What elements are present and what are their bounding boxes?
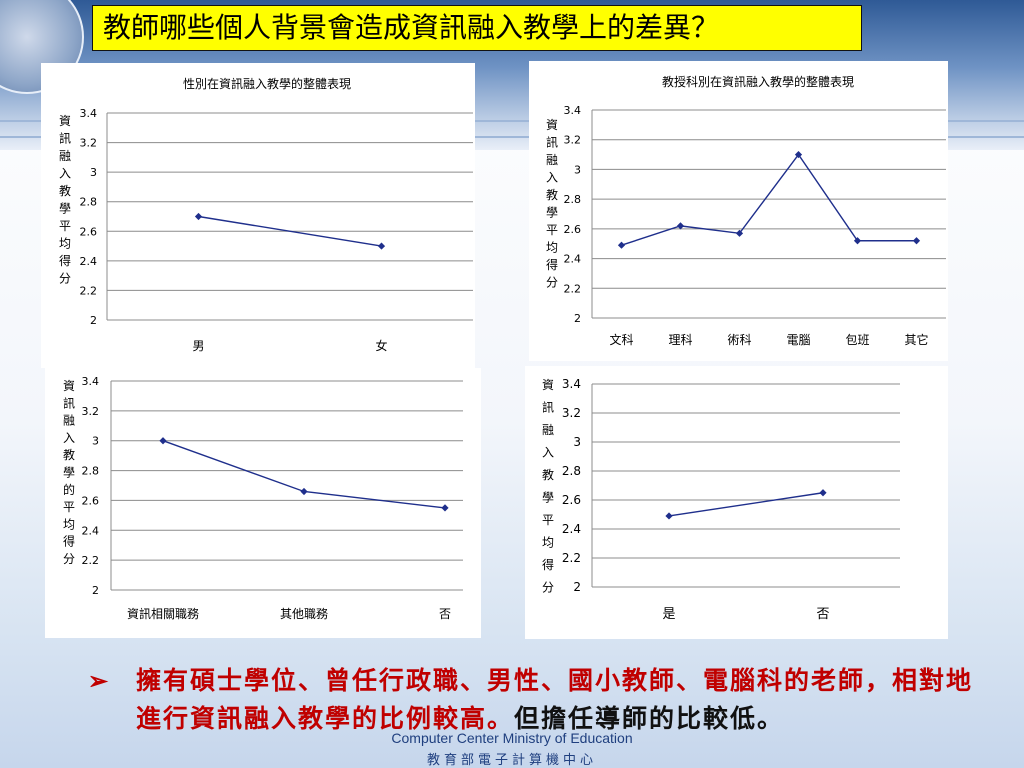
data-point [853,237,862,245]
y-tick-label: 3.4 [82,375,100,388]
chart-title: 性別在資訊融入教學的整體表現 [183,76,351,91]
y-tick-label: 3.2 [562,406,581,420]
bullet-text: 擁有碩士學位、曾任行政職、男性、國小教師、電腦科的老師，相對地進行資訊融入教學的… [92,662,982,738]
chart-gender: 3.4 3.2 3 2.8 2.6 2.4 2.2 2 性別在資訊融入教學的整體表現資訊融入教學… [41,63,475,368]
y-tick-label: 2.2 [82,554,100,567]
bullet-point: ➢ 擁有碩士學位、曾任行政職、男性、國小教師、電腦科的老師，相對地進行資訊融入教… [88,662,982,738]
x-category-label: 男 [192,339,204,353]
series-line [162,440,446,509]
bullet-text-red: 擁有碩士學位、曾任行政職、男性、國小教師、電腦科的老師，相對地進行資訊融入教學的… [136,666,974,733]
y-tick-label: 2.6 [562,493,581,507]
x-category-label: 女 [375,338,387,353]
data-point [912,237,921,245]
x-category-label: 是 [662,607,675,622]
y-tick-label: 3 [574,163,581,176]
chart-homeroom: 3.4 3.2 3 2.8 2.6 2.4 2.2 2 資訊融入教學平均得分是 否 [525,366,948,639]
y-tick-label: 2.6 [80,225,98,238]
header-divider-line [0,120,1024,122]
x-category-label: 否 [439,607,451,621]
y-tick-label: 3.2 [82,405,100,418]
y-tick-label: 2.6 [82,494,100,507]
y-axis-label: 資訊融入教學平均得分 [546,118,558,290]
arrow-bullet-icon: ➢ [88,666,111,695]
series-line [621,153,917,246]
y-tick-label: 3.4 [564,104,582,117]
data-point [735,229,744,237]
data-point [819,489,827,497]
y-tick-label: 2.2 [562,551,581,565]
y-tick-label: 3.2 [564,134,582,147]
data-point [377,242,386,250]
y-tick-label: 2.4 [562,522,581,536]
y-tick-label: 2.6 [564,223,582,236]
slide-title: 教師哪些個人背景會造成資訊融入教學上的差異？ [92,5,862,51]
x-category-label: 其他職務 [280,607,328,621]
y-tick-label: 3 [573,435,581,449]
series-line [198,215,382,247]
y-tick-label: 2 [574,312,581,325]
y-tick-label: 2.2 [564,282,582,295]
series-line [668,492,824,517]
y-tick-label: 3 [92,435,99,448]
y-tick-label: 2 [90,314,97,327]
y-tick-label: 2.4 [82,524,100,537]
footer-chinese: 教育部電子計算機中心 [426,752,597,767]
y-tick-label: 3.4 [80,107,98,120]
x-category-label: 理科 [668,333,692,347]
y-axis-label: 資訊融入教學平均得分 [542,378,554,595]
y-tick-label: 3.2 [80,137,98,150]
data-point [794,150,803,159]
data-point [441,504,449,512]
x-category-label: 電腦 [786,332,810,347]
y-tick-label: 2.8 [562,464,581,478]
chart-admin-role: 3.4 3.2 3 2.8 2.6 2.4 2.2 2 資訊融入教學的平均得分資訊相關職務 其他職… [45,368,481,638]
bullet-text-dark: 但擔任導師的比較低。 [514,704,785,733]
chart-title: 教授科別在資訊融入教學的整體表現 [662,74,854,89]
data-point [300,487,308,496]
x-category-label: 資訊相關職務 [127,606,199,621]
footer-english: Computer Center Ministry of Education [391,730,633,746]
chart-gender-svg: 3.4 3.2 3 2.8 2.6 2.4 2.2 2 性別在資訊融入教學的整體表現資訊融入教學… [59,76,473,353]
y-tick-label: 2.8 [564,193,582,206]
y-tick-label: 2.2 [80,284,98,297]
x-category-label: 包班 [845,333,869,347]
y-axis-label: 資訊融入教學平均得分 [59,114,71,286]
data-point [159,437,167,445]
x-category-label: 否 [816,607,829,622]
y-tick-label: 2.8 [82,465,100,478]
data-point [617,241,626,249]
y-tick-label: 2.4 [80,255,98,268]
chart-subject-svg: 3.4 3.2 3 2.8 2.6 2.4 2.2 2 教授科別在資訊融入教學的整體表現資訊融入… [546,74,946,347]
header-divider-line [0,136,1024,138]
y-tick-label: 2.8 [80,196,98,209]
data-point [665,512,673,520]
x-category-label: 文科 [609,332,633,347]
x-category-label: 其它 [904,332,928,347]
y-tick-label: 2.4 [564,253,582,266]
y-tick-label: 3 [90,166,97,179]
y-tick-label: 2 [92,584,99,597]
y-tick-label: 2 [573,580,581,594]
chart-subject: 3.4 3.2 3 2.8 2.6 2.4 2.2 2 教授科別在資訊融入教學的整體表現資訊融入… [529,61,948,361]
y-tick-label: 3.4 [562,377,581,391]
data-point [676,222,685,230]
y-axis-label: 資訊融入教學的平均得分 [63,379,75,566]
data-point [194,212,203,221]
x-category-label: 術科 [727,333,751,347]
